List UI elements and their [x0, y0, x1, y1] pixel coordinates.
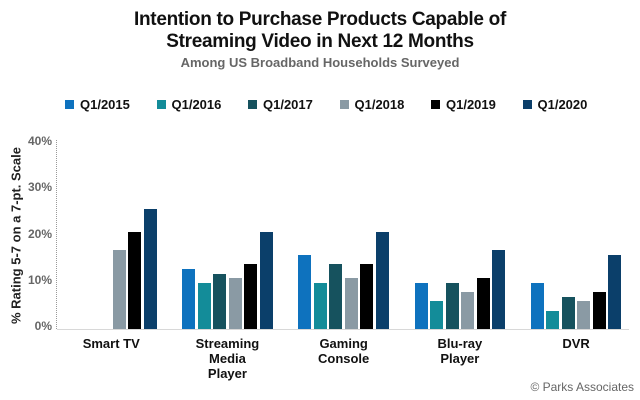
x-tick-label: DVR [562, 336, 590, 351]
x-tick-label: Streaming Media Player [195, 336, 260, 381]
bar-streaming-media-player-q1-2019 [244, 264, 258, 329]
bar-gaming-console-q1-2018 [344, 278, 358, 329]
legend-swatch [431, 99, 440, 109]
bar-streaming-media-player-q1-2015 [182, 268, 196, 329]
y-tick-label: 20% [27, 226, 52, 241]
source-credit: © Parks Associates [530, 380, 634, 394]
chart-title-line-1: Intention to Purchase Products Capable o… [134, 9, 506, 30]
bar-dvr-q1-2020 [608, 255, 622, 329]
legend-label: Q1/2020 [537, 96, 588, 112]
legend-label: Q1/2018 [354, 96, 405, 112]
bar-blu-ray-player-q1-2016 [430, 301, 444, 329]
x-tick-label: Blu-ray Player [437, 336, 483, 366]
bar-dvr-q1-2016 [546, 310, 560, 329]
bar-gaming-console-q1-2015 [298, 255, 312, 329]
legend-item: Q1/2015 [65, 96, 130, 112]
legend-item: Q1/2018 [339, 96, 405, 112]
bar-smart-tv-q1-2018 [112, 250, 126, 329]
bar-smart-tv-q1-2020 [143, 208, 157, 329]
legend-swatch [65, 99, 74, 109]
bar-gaming-console-q1-2016 [313, 282, 327, 329]
bar-blu-ray-player-q1-2015 [414, 282, 428, 329]
bar-gaming-console-q1-2020 [375, 231, 389, 329]
x-tick-label: Gaming Console [317, 336, 370, 366]
legend-label: Q1/2019 [446, 96, 496, 112]
bar-blu-ray-player-q1-2018 [461, 292, 475, 329]
x-axis-baseline [57, 329, 629, 330]
y-tick-label: 30% [27, 180, 52, 195]
bar-blu-ray-player-q1-2020 [492, 250, 506, 329]
bar-dvr-q1-2019 [592, 292, 606, 329]
bar-blu-ray-player-q1-2017 [445, 282, 459, 329]
y-tick-label: 40% [27, 134, 52, 148]
legend-label: Q1/2015 [80, 96, 130, 112]
bar-dvr-q1-2017 [561, 296, 575, 329]
legend-label: Q1/2016 [171, 96, 222, 112]
legend-swatch [339, 99, 349, 109]
legend-swatch [248, 99, 257, 109]
bar-streaming-media-player-q1-2016 [197, 282, 211, 329]
bar-gaming-console-q1-2017 [329, 264, 343, 329]
bar-gaming-console-q1-2019 [360, 264, 374, 329]
y-tick-label: 0% [34, 319, 52, 333]
legend-item: Q1/2016 [156, 96, 222, 112]
bar-streaming-media-player-q1-2017 [213, 273, 227, 329]
legend-item: Q1/2017 [248, 96, 313, 112]
legend-swatch [522, 99, 532, 109]
legend-label: Q1/2017 [263, 96, 313, 112]
y-axis-line [56, 140, 57, 329]
legend-swatch [156, 99, 166, 109]
bar-streaming-media-player-q1-2020 [259, 231, 273, 329]
x-tick-label: Smart TV [82, 336, 140, 351]
legend-item: Q1/2019 [431, 96, 496, 112]
bar-smart-tv-q1-2019 [128, 231, 141, 329]
chart-subtitle: Among US Broadband Households Surveyed [180, 55, 460, 70]
bar-blu-ray-player-q1-2019 [476, 278, 490, 329]
chart-title-line-2: Streaming Video in Next 12 Months [166, 31, 474, 52]
y-tick-label: 10% [27, 272, 52, 287]
bar-dvr-q1-2015 [530, 282, 544, 329]
bar-dvr-q1-2018 [577, 301, 591, 329]
bar-streaming-media-player-q1-2018 [228, 278, 242, 329]
legend-item: Q1/2020 [522, 96, 588, 112]
